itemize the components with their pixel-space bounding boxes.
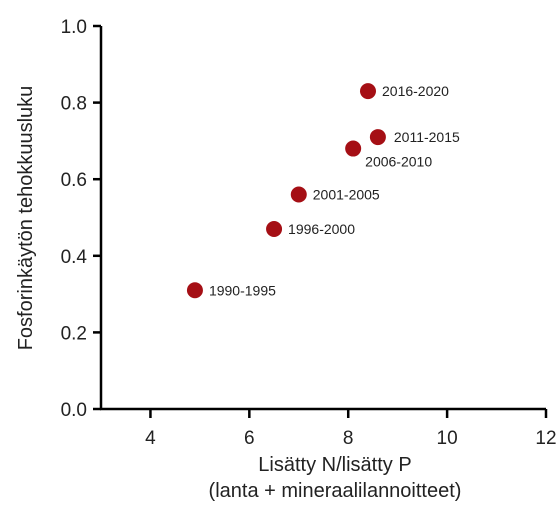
ticks: 0.0 0.2 0.4 0.6 0.8 1.0 4 6 8 10 12 [61, 17, 557, 449]
x-tick-label: 12 [535, 428, 556, 449]
x-tick-label: 6 [244, 428, 255, 449]
y-tick-label: 1.0 [61, 17, 87, 38]
point-label: 2011-2015 [394, 129, 460, 145]
data-point [290, 186, 307, 203]
x-tick-label: 8 [343, 428, 354, 449]
axes [99, 26, 546, 411]
y-tick-label: 0.2 [61, 323, 87, 344]
data-point [266, 220, 283, 237]
data-points [186, 83, 386, 299]
data-point [369, 129, 386, 146]
x-tick-label: 4 [145, 428, 156, 449]
data-point [360, 83, 376, 100]
data-point [345, 140, 362, 157]
point-label: 1990-1995 [209, 282, 276, 298]
y-tick-label: 0.6 [61, 170, 87, 191]
point-labels: 1990-1995 1996-2000 2001-2005 2006-2010 2011… [209, 83, 460, 298]
x-tick-label: 10 [437, 428, 458, 449]
y-axis-label: Fosforinkäytön tehokkuusluku [15, 86, 37, 351]
y-tick-label: 0.0 [61, 400, 87, 421]
point-label: 2006-2010 [365, 154, 432, 170]
point-label: 1996-2000 [288, 221, 355, 237]
data-point [186, 282, 203, 299]
y-tick-label: 0.4 [61, 247, 88, 268]
x-axis-label-line-2: (lanta + mineraalilannoitteet) [209, 480, 462, 502]
y-tick-label: 0.8 [61, 94, 87, 115]
point-label: 2001-2005 [313, 187, 380, 203]
x-axis-label-line-1: Lisätty N/lisätty P [258, 454, 411, 476]
point-label: 2016-2020 [382, 83, 449, 99]
